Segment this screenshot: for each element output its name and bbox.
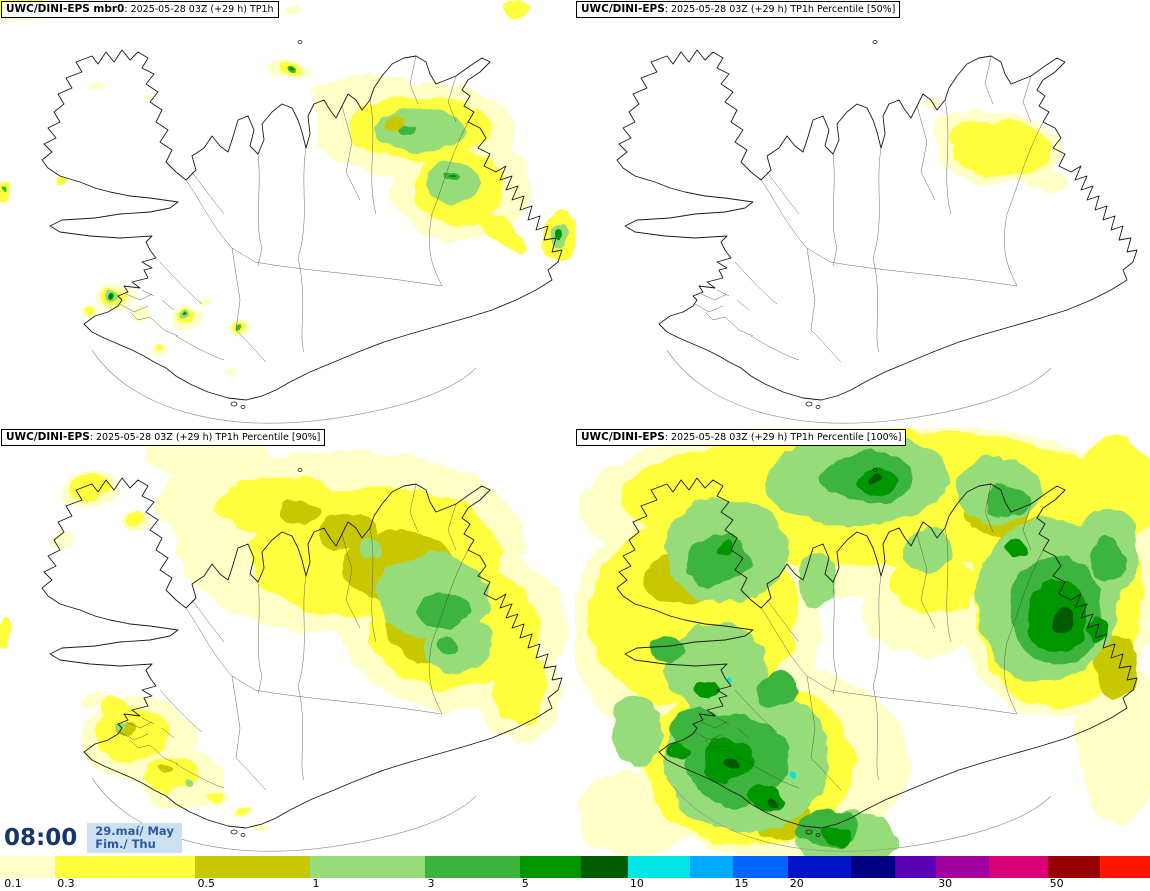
colorbar-segment — [310, 856, 426, 878]
time-display: 08:00 29.maí/ May Fim./ Thu — [2, 822, 182, 854]
panel-title-p100: UWC/DINI-EPS: 2025-05-28 03Z (+29 h) TP1… — [576, 429, 907, 446]
colorbar-labels: 0.1 0.3 0.5 1 3 5 10 15 20 30 50 — [0, 877, 1150, 891]
map-p50 — [616, 40, 1138, 424]
iceland-coastline — [616, 40, 1138, 424]
panel-title-p90: UWC/DINI-EPS: 2025-05-28 03Z (+29 h) TP1… — [1, 429, 326, 446]
colorbar-segment — [988, 856, 1048, 878]
panel-p50: UWC/DINI-EPS: 2025-05-28 03Z (+29 h) TP1… — [575, 0, 1150, 428]
colorbar-segment — [732, 856, 788, 878]
map-grid: UWC/DINI-EPS mbr0: 2025-05-28 03Z (+29 h… — [0, 0, 1150, 856]
valid-date-box: 29.maí/ May Fim./ Thu — [87, 823, 182, 853]
colorbar-label: 15 — [734, 877, 749, 890]
colorbar-segment — [0, 856, 56, 878]
colorbar-label: 0.1 — [4, 877, 22, 890]
colorbar-segment — [627, 856, 690, 878]
map-p100 — [575, 428, 1150, 856]
map-p90 — [0, 434, 567, 852]
panel-title-mbr0: UWC/DINI-EPS mbr0: 2025-05-28 03Z (+29 h… — [1, 1, 279, 18]
run-info: : 2025-05-28 03Z (+29 h) TP1h Percentile… — [89, 432, 321, 443]
run-info: : 2025-05-28 03Z (+29 h) TP1h Percentile… — [664, 4, 896, 15]
colorbar-label: 5 — [521, 877, 529, 890]
colorbar-segment — [936, 856, 989, 878]
colorbar-segment — [519, 856, 581, 878]
colorbar-segment — [1100, 856, 1150, 878]
colorbar-segment — [689, 856, 733, 878]
colorbar: 0.1 0.3 0.5 1 3 5 10 15 20 30 50 — [0, 856, 1150, 891]
panel-p90: UWC/DINI-EPS: 2025-05-28 03Z (+29 h) TP1… — [0, 428, 575, 856]
run-info: : 2025-05-28 03Z (+29 h) TP1h Percentile… — [664, 432, 902, 443]
precip-field-p90 — [0, 434, 567, 830]
panel-p100: UWC/DINI-EPS: 2025-05-28 03Z (+29 h) TP1… — [575, 428, 1150, 856]
weekday-line: Fim./ Thu — [95, 837, 156, 851]
colorbar-segment — [195, 856, 311, 878]
colorbar-label: 1 — [312, 877, 320, 890]
colorbar-label: 30 — [938, 877, 953, 890]
valid-time: 08:00 — [2, 825, 80, 851]
colorbar-label: 50 — [1049, 877, 1064, 890]
colorbar-label: 0.5 — [197, 877, 216, 890]
precip-field-mbr0 — [0, 0, 575, 376]
colorbar-label: 20 — [789, 877, 804, 890]
precip-field-p50 — [923, 101, 1063, 194]
colorbar-segment — [894, 856, 937, 878]
colorbar-segment — [787, 856, 851, 878]
model-name: UWC/DINI-EPS mbr0 — [6, 3, 125, 15]
colorbar-segment — [580, 856, 628, 878]
model-name: UWC/DINI-EPS — [6, 431, 90, 443]
colorbar-label: 10 — [629, 877, 644, 890]
colorbar-label: 3 — [427, 877, 435, 890]
date-line: 29.maí/ May — [95, 824, 174, 838]
model-name: UWC/DINI-EPS — [581, 431, 665, 443]
map-mbr0 — [0, 0, 575, 424]
colorbar-segment — [1047, 856, 1101, 878]
colorbar-segments — [0, 856, 1150, 878]
panel-mbr0: UWC/DINI-EPS mbr0: 2025-05-28 03Z (+29 h… — [0, 0, 575, 428]
precip-field-p100 — [575, 428, 1150, 856]
run-info: : 2025-05-28 03Z (+29 h) TP1h — [124, 4, 274, 15]
colorbar-segment — [425, 856, 520, 878]
panel-title-p50: UWC/DINI-EPS: 2025-05-28 03Z (+29 h) TP1… — [576, 1, 901, 18]
colorbar-label: 0.3 — [57, 877, 75, 890]
model-name: UWC/DINI-EPS — [581, 3, 665, 15]
colorbar-segment — [850, 856, 895, 878]
colorbar-segment — [55, 856, 196, 878]
